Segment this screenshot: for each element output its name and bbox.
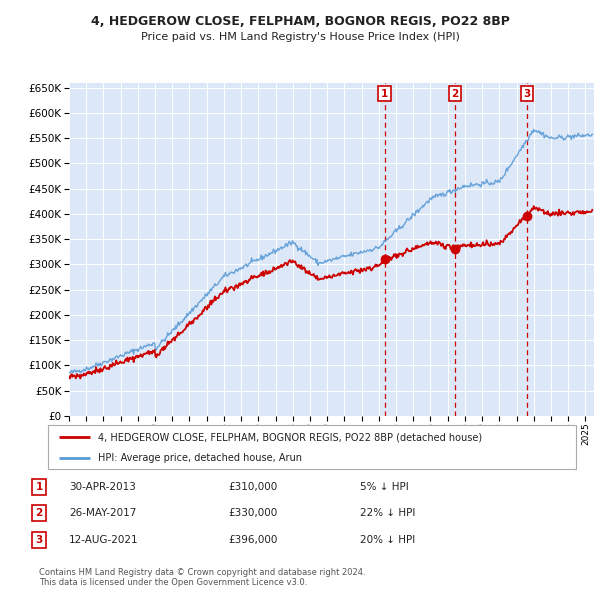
- Text: 30-APR-2013: 30-APR-2013: [69, 482, 136, 491]
- Text: £330,000: £330,000: [228, 509, 277, 518]
- Text: 5% ↓ HPI: 5% ↓ HPI: [360, 482, 409, 491]
- Text: 3: 3: [35, 535, 43, 545]
- FancyBboxPatch shape: [48, 425, 576, 469]
- Text: 20% ↓ HPI: 20% ↓ HPI: [360, 535, 415, 545]
- Text: Price paid vs. HM Land Registry's House Price Index (HPI): Price paid vs. HM Land Registry's House …: [140, 32, 460, 42]
- Text: £396,000: £396,000: [228, 535, 277, 545]
- Text: 3: 3: [524, 88, 531, 99]
- Text: 12-AUG-2021: 12-AUG-2021: [69, 535, 139, 545]
- Text: 1: 1: [381, 88, 388, 99]
- Text: 2: 2: [451, 88, 458, 99]
- Text: 2: 2: [35, 509, 43, 518]
- Text: 22% ↓ HPI: 22% ↓ HPI: [360, 509, 415, 518]
- Text: 4, HEDGEROW CLOSE, FELPHAM, BOGNOR REGIS, PO22 8BP: 4, HEDGEROW CLOSE, FELPHAM, BOGNOR REGIS…: [91, 15, 509, 28]
- Text: 26-MAY-2017: 26-MAY-2017: [69, 509, 136, 518]
- Text: HPI: Average price, detached house, Arun: HPI: Average price, detached house, Arun: [98, 453, 302, 463]
- Text: 4, HEDGEROW CLOSE, FELPHAM, BOGNOR REGIS, PO22 8BP (detached house): 4, HEDGEROW CLOSE, FELPHAM, BOGNOR REGIS…: [98, 432, 482, 442]
- Text: 1: 1: [35, 482, 43, 491]
- Text: Contains HM Land Registry data © Crown copyright and database right 2024.
This d: Contains HM Land Registry data © Crown c…: [39, 568, 365, 587]
- Text: £310,000: £310,000: [228, 482, 277, 491]
